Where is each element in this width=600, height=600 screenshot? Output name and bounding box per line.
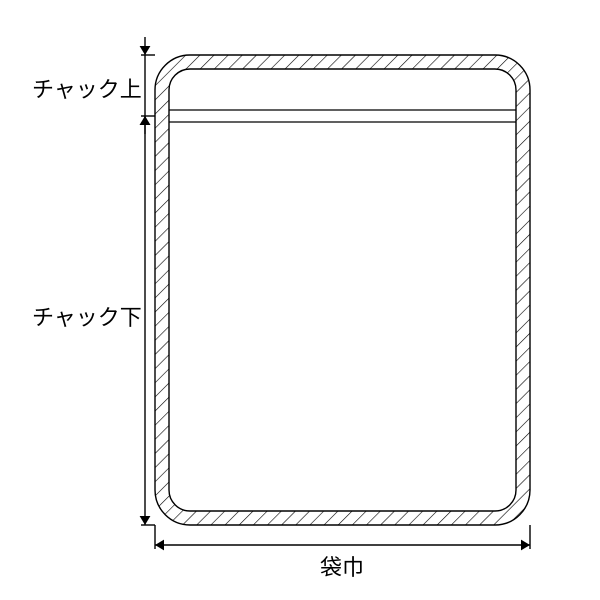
label-bag-width: 袋巾 (320, 550, 364, 582)
label-below-zipper: チャック下 (32, 300, 142, 332)
bag-dimension-diagram: { "labels": { "above_zipper": "チャック上", "… (0, 0, 600, 600)
label-above-zipper: チャック上 (32, 72, 142, 104)
